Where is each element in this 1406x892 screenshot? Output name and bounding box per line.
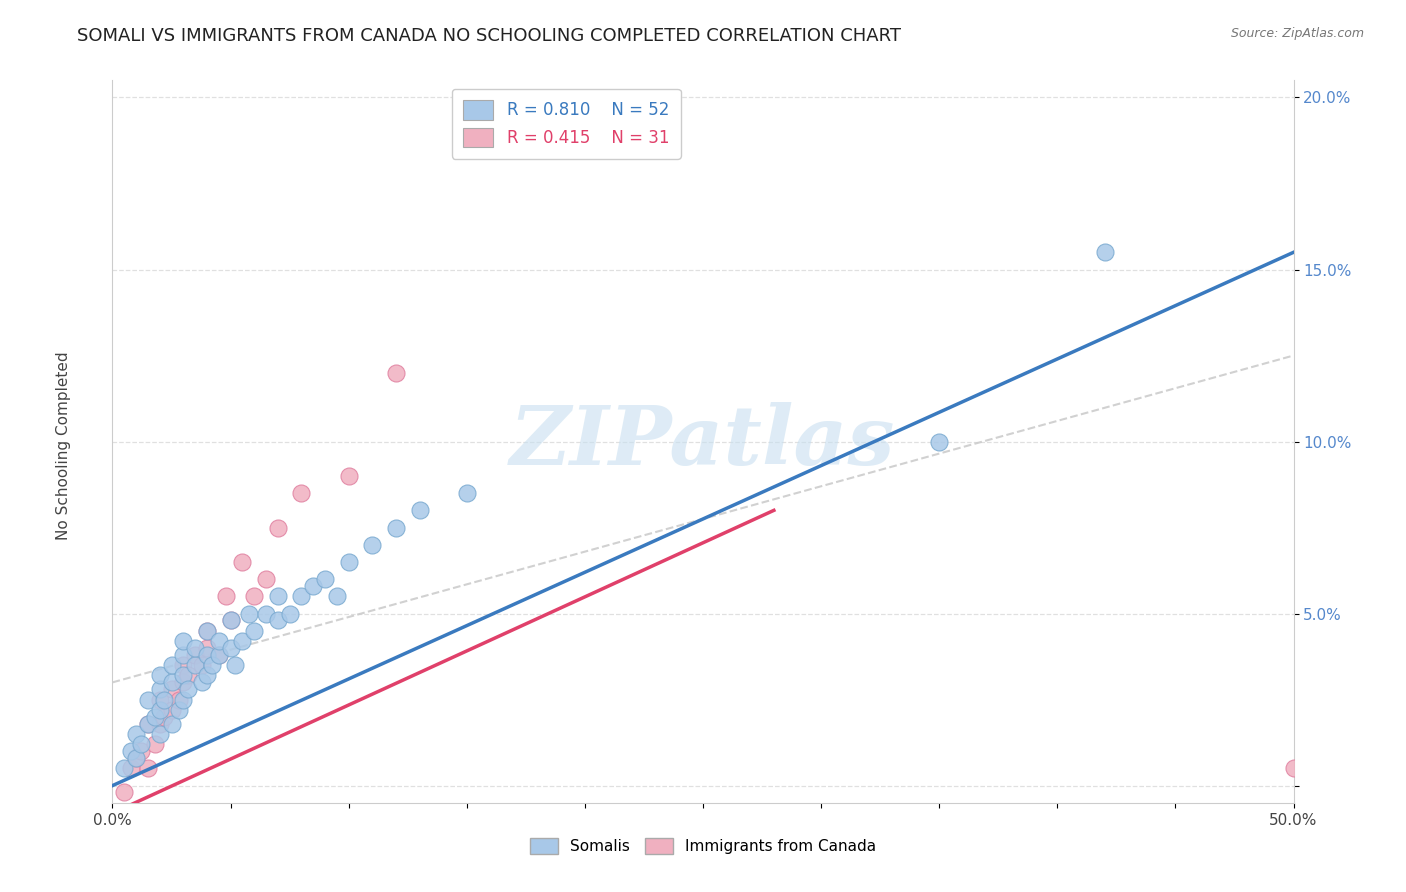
Point xyxy=(177,668,200,682)
Point xyxy=(1094,245,1116,260)
Point xyxy=(129,737,152,751)
Point xyxy=(219,614,242,628)
Point xyxy=(195,640,218,655)
Point xyxy=(231,634,253,648)
Point xyxy=(243,590,266,604)
Point xyxy=(290,590,312,604)
Point xyxy=(267,520,290,534)
Point xyxy=(153,692,176,706)
Point xyxy=(125,751,148,765)
Point xyxy=(201,658,224,673)
Point xyxy=(120,761,142,775)
Point xyxy=(456,486,478,500)
Point xyxy=(208,648,231,662)
Point xyxy=(314,572,336,586)
Text: Source: ZipAtlas.com: Source: ZipAtlas.com xyxy=(1230,27,1364,40)
Point xyxy=(238,607,260,621)
Point xyxy=(219,640,242,655)
Point xyxy=(195,668,218,682)
Point xyxy=(208,648,231,662)
Point xyxy=(361,538,384,552)
Point xyxy=(167,703,190,717)
Point xyxy=(326,590,349,604)
Point xyxy=(149,716,172,731)
Point xyxy=(125,727,148,741)
Point xyxy=(172,692,194,706)
Point xyxy=(267,614,290,628)
Point xyxy=(184,640,207,655)
Point xyxy=(136,716,159,731)
Point xyxy=(184,648,207,662)
Point xyxy=(160,682,183,697)
Point xyxy=(120,744,142,758)
Point xyxy=(149,682,172,697)
Point xyxy=(385,520,408,534)
Point xyxy=(337,555,360,569)
Point xyxy=(191,675,214,690)
Point xyxy=(160,716,183,731)
Point xyxy=(290,486,312,500)
Text: No Schooling Completed: No Schooling Completed xyxy=(56,351,70,541)
Point xyxy=(215,590,238,604)
Point xyxy=(928,434,950,449)
Point xyxy=(149,692,172,706)
Point xyxy=(254,607,277,621)
Point xyxy=(172,634,194,648)
Point xyxy=(160,675,183,690)
Legend: Somalis, Immigrants from Canada: Somalis, Immigrants from Canada xyxy=(524,832,882,860)
Point xyxy=(408,503,430,517)
Point xyxy=(172,668,194,682)
Point xyxy=(136,692,159,706)
Point xyxy=(195,648,218,662)
Point xyxy=(149,703,172,717)
Point xyxy=(184,658,207,673)
Point xyxy=(149,727,172,741)
Point xyxy=(136,716,159,731)
Point xyxy=(267,590,290,604)
Point xyxy=(172,648,194,662)
Point xyxy=(302,579,325,593)
Point xyxy=(172,675,194,690)
Text: SOMALI VS IMMIGRANTS FROM CANADA NO SCHOOLING COMPLETED CORRELATION CHART: SOMALI VS IMMIGRANTS FROM CANADA NO SCHO… xyxy=(77,27,901,45)
Point xyxy=(143,737,166,751)
Point xyxy=(160,658,183,673)
Point xyxy=(385,366,408,380)
Point xyxy=(243,624,266,638)
Point xyxy=(153,710,176,724)
Point xyxy=(195,624,218,638)
Point xyxy=(278,607,301,621)
Text: ZIPatlas: ZIPatlas xyxy=(510,401,896,482)
Point xyxy=(172,658,194,673)
Point xyxy=(143,710,166,724)
Point xyxy=(219,614,242,628)
Point xyxy=(208,634,231,648)
Point xyxy=(231,555,253,569)
Point xyxy=(125,751,148,765)
Point xyxy=(160,703,183,717)
Point xyxy=(1282,761,1305,775)
Point xyxy=(337,469,360,483)
Point xyxy=(112,785,135,799)
Point xyxy=(195,624,218,638)
Point xyxy=(224,658,246,673)
Point xyxy=(254,572,277,586)
Point xyxy=(191,658,214,673)
Point xyxy=(167,692,190,706)
Point xyxy=(177,682,200,697)
Point xyxy=(149,668,172,682)
Point xyxy=(136,761,159,775)
Point xyxy=(129,744,152,758)
Point xyxy=(112,761,135,775)
